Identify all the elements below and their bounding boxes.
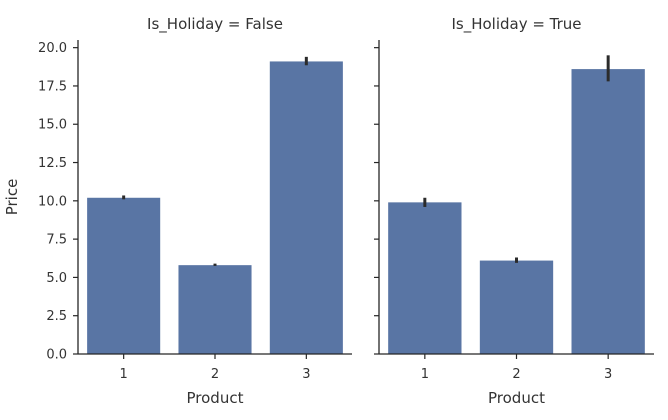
- x-tick-label: 1: [120, 367, 128, 382]
- x-axis-title: Product: [187, 389, 244, 407]
- x-axis-title: Product: [488, 389, 545, 407]
- bar-2: [178, 265, 252, 354]
- x-tick-label: 2: [211, 367, 219, 382]
- y-tick-label: 7.5: [46, 233, 67, 248]
- bar-1: [388, 202, 462, 354]
- bar-1: [87, 197, 161, 354]
- x-tick-label: 1: [421, 367, 429, 382]
- x-tick-label: 2: [512, 367, 520, 382]
- panel-title: Is_Holiday = True: [451, 15, 581, 34]
- x-tick-label: 3: [302, 367, 310, 382]
- y-tick-label: 12.5: [38, 156, 67, 171]
- bar-3: [269, 61, 343, 354]
- y-tick-label: 2.5: [46, 309, 67, 324]
- y-tick-label: 20.0: [38, 41, 67, 56]
- bar-3: [571, 69, 645, 354]
- panel-title: Is_Holiday = False: [147, 15, 283, 34]
- bar-2: [479, 260, 554, 354]
- y-tick-label: 17.5: [38, 79, 67, 94]
- y-tick-label: 5.0: [46, 271, 67, 286]
- panel-1: Is_Holiday = False 0.0 2.5 5.0 7.5 10.0 12.5 15…: [3, 15, 352, 407]
- panel-2: Is_Holiday = True 1 2 3 Product: [374, 15, 654, 407]
- y-tick-label: 10.0: [38, 194, 67, 209]
- y-tick-label: 15.0: [38, 118, 67, 133]
- x-tick-label: 3: [604, 367, 612, 382]
- y-axis-title: Price: [3, 179, 21, 216]
- y-tick-label: 0.0: [46, 348, 67, 363]
